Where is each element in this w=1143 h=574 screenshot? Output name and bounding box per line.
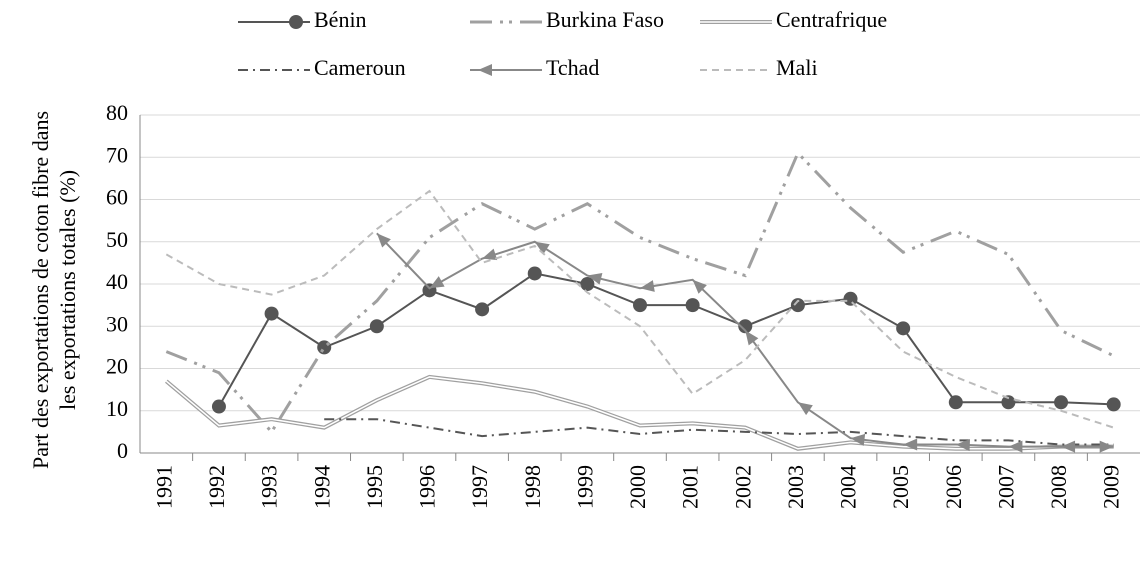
y-tick-label: 80 <box>106 100 128 125</box>
x-tick-label: 2006 <box>941 465 966 509</box>
x-tick-label: 1995 <box>362 465 387 509</box>
data-point <box>685 298 700 313</box>
x-tick-label: 2002 <box>730 465 755 509</box>
y-tick-label: 60 <box>106 185 128 210</box>
data-point <box>955 439 971 452</box>
x-tick-label: 1996 <box>415 465 440 509</box>
x-tick-label: 1993 <box>257 465 282 509</box>
x-tick-label: 2000 <box>625 465 650 509</box>
data-point <box>211 399 226 414</box>
x-tick-label: 2009 <box>1099 465 1124 509</box>
data-point <box>843 291 858 306</box>
data-point <box>745 330 759 346</box>
series-line <box>324 418 1114 446</box>
x-tick-label: 1994 <box>309 465 334 509</box>
data-point <box>580 277 595 291</box>
legend-label: Bénin <box>314 7 367 32</box>
data-point <box>692 279 707 294</box>
series-line <box>165 150 1115 435</box>
legend-marker <box>289 15 303 29</box>
series-line <box>165 374 1114 451</box>
y-tick-label: 30 <box>106 311 128 336</box>
x-tick-label: 2003 <box>783 465 808 509</box>
x-tick-label: 2001 <box>678 465 703 509</box>
data-point <box>475 302 490 317</box>
y-axis-label: Part des exportations de coton fibre dan… <box>28 111 53 469</box>
data-point <box>1061 440 1076 453</box>
legend-label: Burkina Faso <box>546 7 664 32</box>
x-tick-label: 1992 <box>204 465 229 509</box>
x-tick-label: 2008 <box>1046 465 1071 509</box>
legend-label: Cameroun <box>314 55 406 80</box>
y-tick-label: 0 <box>117 438 128 463</box>
data-point <box>527 266 542 281</box>
data-point <box>850 433 866 446</box>
series-line <box>165 189 1114 429</box>
x-tick-label: 2004 <box>836 465 861 509</box>
series-line-inner <box>165 376 1114 450</box>
y-axis-label: les exportations totales (%) <box>55 170 80 410</box>
data-point <box>903 438 918 451</box>
data-point <box>1008 440 1023 453</box>
x-tick-label: 1991 <box>151 465 176 509</box>
data-point <box>482 248 498 261</box>
legend-label: Mali <box>776 55 818 80</box>
y-tick-label: 40 <box>106 269 128 294</box>
x-tick-label: 1998 <box>520 465 545 509</box>
data-point <box>1054 395 1069 410</box>
series-line <box>376 232 1114 448</box>
legend-label: Centrafrique <box>776 7 887 32</box>
y-tick-label: 20 <box>106 354 128 379</box>
data-point <box>1106 397 1121 412</box>
legend-marker <box>478 64 492 76</box>
data-point <box>1001 395 1016 410</box>
x-tick-label: 2007 <box>993 465 1018 509</box>
x-tick-label: 1999 <box>572 465 597 509</box>
data-point <box>369 319 384 334</box>
data-point <box>738 319 753 334</box>
data-point <box>896 321 911 336</box>
data-point <box>376 233 391 248</box>
data-point <box>633 298 647 313</box>
data-point <box>429 276 445 289</box>
data-point <box>797 402 813 416</box>
y-tick-label: 70 <box>106 142 128 167</box>
x-tick-label: 1997 <box>467 465 492 509</box>
data-point <box>587 272 603 285</box>
legend-label: Tchad <box>546 55 599 80</box>
y-tick-label: 50 <box>106 227 128 252</box>
y-tick-label: 10 <box>106 396 128 421</box>
data-point <box>1099 440 1114 453</box>
data-point <box>317 340 332 355</box>
data-point <box>640 280 655 292</box>
data-point <box>790 298 805 313</box>
data-point <box>948 395 963 410</box>
series-line <box>218 272 1114 408</box>
data-point <box>264 306 279 321</box>
x-tick-label: 2005 <box>888 465 913 509</box>
data-point <box>534 241 550 255</box>
